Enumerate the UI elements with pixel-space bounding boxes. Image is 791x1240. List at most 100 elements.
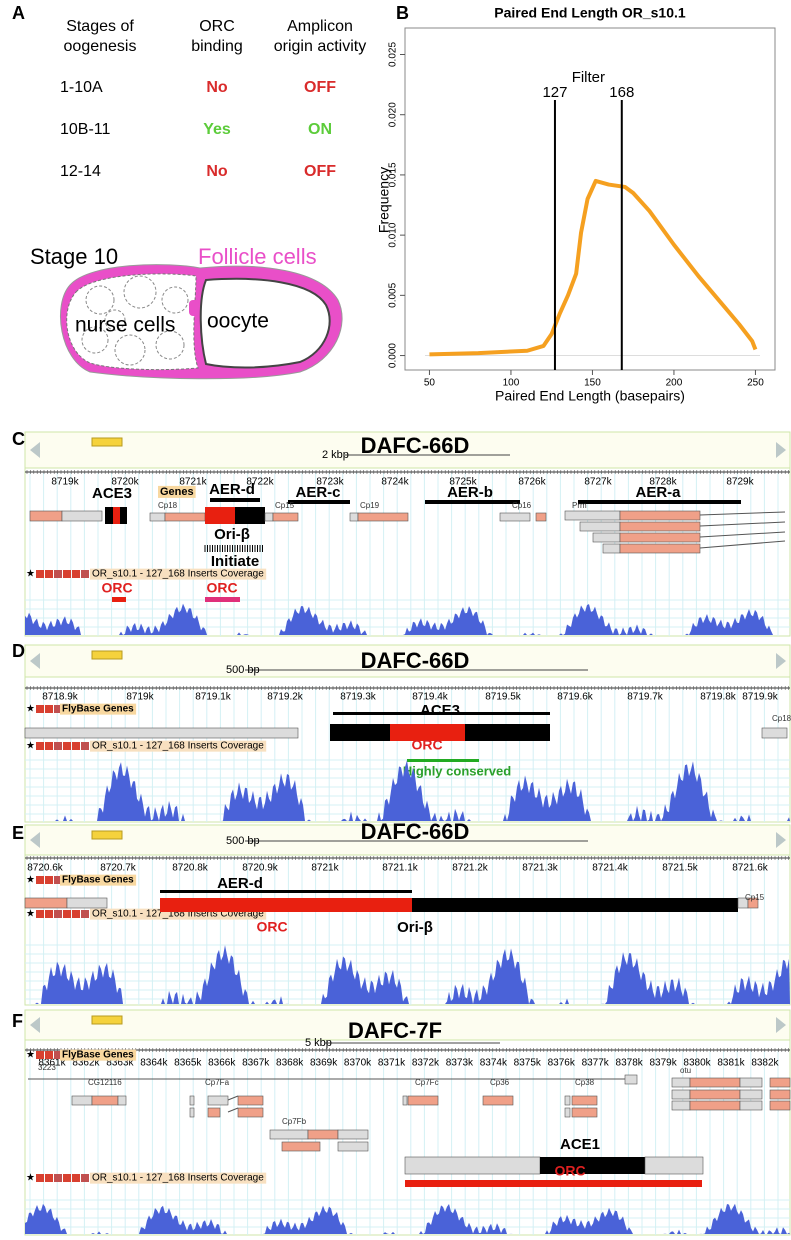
track-icon [81, 570, 89, 578]
nav-arrow [30, 442, 40, 458]
feature [579, 521, 621, 532]
ruler-label: 8719.6k [557, 692, 594, 703]
gene-intron [699, 540, 786, 549]
zoom-widget [91, 437, 123, 447]
gene-intron [699, 511, 786, 516]
feature-label: Prm [572, 501, 587, 510]
nav-arrow [776, 653, 786, 669]
feature-label: Cp18 [158, 501, 178, 510]
ruler-label: 8374k [480, 1058, 508, 1069]
feature [71, 1095, 93, 1106]
feature-label: ACE3 [420, 702, 460, 719]
ruler-label: 8720.6k [27, 863, 64, 874]
feature-label: Cp18 [772, 714, 791, 723]
label-bg [60, 1049, 137, 1061]
x-tick-label: 200 [666, 378, 683, 389]
gene-intron [227, 1107, 239, 1113]
ruler-label: 8719.4k [412, 692, 449, 703]
ruler-label: 8720.7k [100, 863, 137, 874]
ruler-label: 8721k [179, 477, 207, 488]
label-bg [90, 908, 267, 920]
track-icon [54, 705, 62, 713]
frequency-line [429, 178, 758, 357]
track-icon [72, 910, 80, 918]
feature [337, 1129, 369, 1140]
locus-title: DAFC-66D [361, 648, 470, 673]
track-icon [63, 1174, 71, 1182]
nav-arrow [776, 832, 786, 848]
ruler-label: 8719k [126, 692, 154, 703]
ruler-label: 8373k [446, 1058, 474, 1069]
feature-label: Highly conserved [403, 763, 511, 778]
ruler-label: 8375k [514, 1058, 542, 1069]
feature-label: AER-c [295, 484, 340, 501]
nurse-region [66, 273, 199, 371]
feature [61, 510, 103, 522]
table-cell: OFF [304, 163, 336, 180]
feature [113, 507, 120, 524]
ruler-label: 8380k [683, 1058, 711, 1069]
table-cell: OFF [304, 79, 336, 96]
panel-letter: D [12, 641, 25, 661]
ruler-label: 8719.1k [195, 692, 232, 703]
track-icon [54, 910, 62, 918]
track-icon [81, 910, 89, 918]
feature [237, 1095, 264, 1106]
table-cell: No [206, 79, 228, 96]
y-tick-label: 0.015 [388, 162, 399, 187]
oocyte-region [199, 277, 331, 369]
ruler-label: 8365k [174, 1058, 202, 1069]
feature [404, 1156, 541, 1175]
feature [281, 1141, 321, 1152]
ruler-label: 8728k [649, 477, 677, 488]
browser-panel: 5 kbp DAFC-7F 8361k 8362k 8363k 8364k 8365k 836… [24, 1009, 791, 1236]
track-icon [54, 742, 62, 750]
follicle-label: Follicle cells [198, 244, 317, 269]
gene-intron [699, 531, 786, 538]
gene-intron [227, 1095, 239, 1101]
table-header: Amplicon [287, 18, 353, 35]
y-tick-label: 0.020 [388, 102, 399, 127]
feature-label: ACE1 [560, 1136, 600, 1153]
scale-label: 5 kbp [305, 1037, 332, 1049]
panel-letter: A [12, 3, 25, 23]
feature-label: CG12116 [88, 1078, 122, 1087]
feature [671, 1100, 691, 1111]
feature-label: ACE3 [92, 485, 132, 502]
y-tick-label: 0.000 [388, 343, 399, 368]
feature [207, 1107, 221, 1118]
nurse-cells [81, 275, 189, 366]
ruler-label: 8720.8k [172, 863, 209, 874]
feature-label: ORC [256, 919, 287, 935]
coverage-track-label: OR_s10.1 - 127_168 Inserts Coverage [92, 741, 264, 752]
feature-label: AER-a [635, 484, 681, 501]
feature [499, 512, 531, 522]
scale-label: 500 bp [226, 835, 260, 847]
x-tick-label: 100 [503, 378, 520, 389]
table-cell: Yes [203, 121, 231, 138]
ruler-label: 8369k [310, 1058, 338, 1069]
ruler-label: 8719.8k [700, 692, 737, 703]
feature [619, 543, 701, 554]
table-header: ORC [199, 18, 235, 35]
feature [149, 512, 166, 522]
ruler-label: 8721.5k [662, 863, 699, 874]
zoom-widget [91, 1015, 123, 1025]
feature [357, 512, 409, 522]
coverage-track-label: OR_s10.1 - 127_168 Inserts Coverage [92, 909, 264, 920]
table-cell: ON [308, 121, 332, 138]
feature-label: ORC [411, 737, 442, 753]
scale-label: 500 bp [226, 664, 260, 676]
feature [578, 500, 741, 504]
zoom-widget [91, 830, 123, 840]
feature [769, 1077, 791, 1088]
track-icon [54, 570, 62, 578]
ruler-label: 8364k [140, 1058, 168, 1069]
track-icon [45, 876, 53, 884]
track-icon [54, 1051, 62, 1059]
track-icon: ★ [26, 875, 35, 886]
panel-letter: B [396, 3, 409, 23]
ruler-label: 8368k [276, 1058, 304, 1069]
ruler-label: 8724k [381, 477, 409, 488]
ruler-label: 8382k [751, 1058, 779, 1069]
